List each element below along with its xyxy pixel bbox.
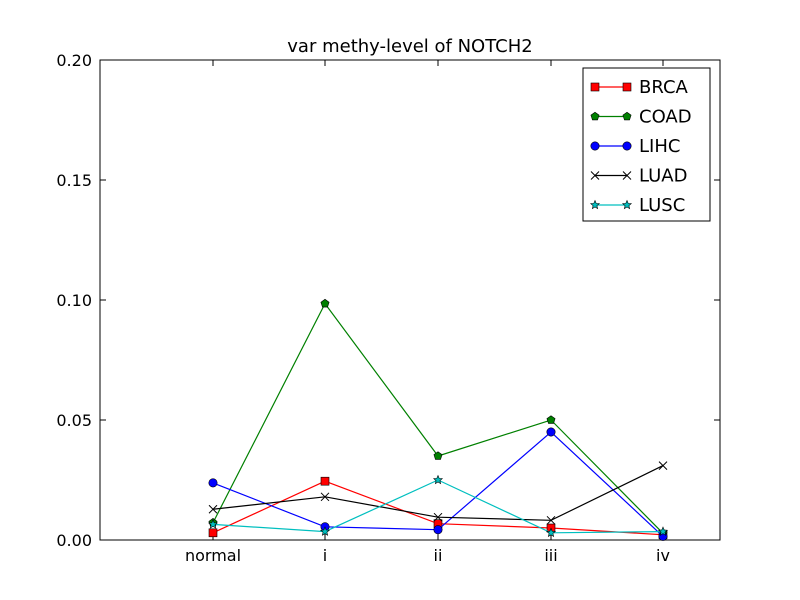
- legend-marker: [590, 111, 600, 121]
- legend-marker: [622, 171, 632, 180]
- y-tick-label: 0.00: [56, 531, 92, 550]
- data-point: [545, 527, 557, 538]
- series-luad: [208, 461, 668, 525]
- legend: BRCA COAD LIHC LUAD LUSC: [582, 67, 711, 222]
- data-point: [320, 476, 330, 486]
- data-point: [208, 478, 218, 488]
- legend-marker: [622, 111, 632, 121]
- legend-marker: [621, 199, 633, 210]
- legend-marker: [590, 171, 600, 180]
- legend-box: [582, 67, 711, 222]
- legend-label: COAD: [639, 107, 692, 128]
- data-point: [546, 515, 556, 525]
- y-tick-label: 0.20: [56, 51, 92, 70]
- data-point: [657, 526, 669, 536]
- data-point: [546, 415, 556, 424]
- x-tick-label: iv: [656, 546, 670, 565]
- x-tick-label: i: [323, 546, 327, 565]
- data-point: [320, 298, 330, 308]
- legend-label: LUSC: [639, 195, 685, 216]
- legend-marker: [589, 199, 601, 210]
- legend-label: LUAD: [639, 166, 687, 187]
- x-tick-label: iii: [544, 546, 557, 565]
- x-tick-label: normal: [185, 546, 241, 565]
- data-point: [320, 492, 330, 502]
- x-tick-label: ii: [434, 546, 443, 565]
- legend-marker: [590, 82, 600, 92]
- data-point: [319, 526, 331, 536]
- y-tick-label: 0.05: [56, 411, 92, 430]
- data-point: [658, 461, 668, 470]
- chart-title: var methy-level of NOTCH2: [287, 36, 532, 57]
- data-point: [207, 519, 219, 529]
- series-lihc: [208, 427, 668, 541]
- legend-marker: [590, 141, 600, 151]
- legend-label: LIHC: [639, 136, 680, 157]
- data-point: [208, 528, 218, 538]
- y-tick-label: 0.15: [56, 171, 92, 190]
- legend-marker: [622, 82, 632, 92]
- series-lusc: [207, 474, 669, 538]
- data-point: [546, 427, 556, 437]
- data-point: [433, 451, 443, 460]
- legend-marker: [622, 141, 632, 151]
- y-tick-label: 0.10: [56, 291, 92, 310]
- data-point: [208, 504, 218, 514]
- data-point: [432, 474, 444, 485]
- legend-label: BRCA: [639, 77, 689, 98]
- data-point: [433, 525, 443, 535]
- data-point: [433, 512, 443, 522]
